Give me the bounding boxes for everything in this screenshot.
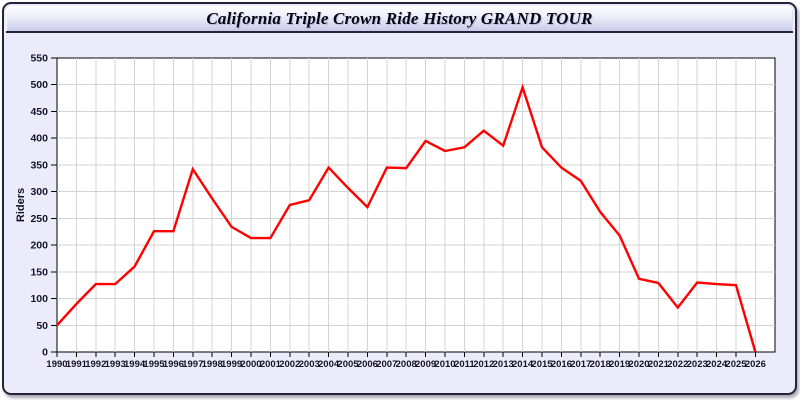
riders-line-series bbox=[56, 83, 757, 353]
x-tick-label: 1996 bbox=[163, 359, 184, 370]
x-tick-label: 2012 bbox=[473, 359, 494, 370]
x-tick-label: 2022 bbox=[667, 359, 688, 370]
x-tick-label: 2017 bbox=[570, 359, 591, 370]
x-tick-label: 2010 bbox=[434, 359, 455, 370]
y-tick-label: 200 bbox=[30, 240, 48, 252]
x-tick-label: 2002 bbox=[279, 359, 300, 370]
x-tick-label: 2013 bbox=[493, 359, 514, 370]
x-tick-label: 2014 bbox=[512, 359, 534, 370]
x-tick-label: 1998 bbox=[202, 359, 223, 370]
x-tick-label: 1995 bbox=[143, 359, 165, 370]
x-tick-label: 2025 bbox=[725, 359, 747, 370]
y-tick-label: 300 bbox=[30, 186, 48, 198]
x-tick-label: 2009 bbox=[415, 359, 436, 370]
x-tick-label: 2026 bbox=[745, 359, 766, 370]
y-tick-label: 400 bbox=[30, 133, 48, 145]
x-tick-label: 2008 bbox=[396, 359, 417, 370]
y-tick-label: 100 bbox=[30, 293, 48, 305]
y-tick-label: 450 bbox=[30, 106, 48, 118]
x-tick-label: 1993 bbox=[105, 359, 126, 370]
title-bar: California Triple Crown Ride History GRA… bbox=[6, 6, 793, 33]
x-tick-label: 2019 bbox=[609, 359, 630, 370]
x-tick-label: 2023 bbox=[687, 359, 708, 370]
x-tick-label: 1991 bbox=[66, 359, 88, 370]
x-tick-label: 1992 bbox=[85, 359, 106, 370]
y-tick-label: 0 bbox=[42, 347, 48, 359]
x-tick-label: 1999 bbox=[221, 359, 242, 370]
y-tick-label: 250 bbox=[30, 213, 48, 225]
x-tick-label: 2003 bbox=[299, 359, 320, 370]
x-tick-label: 2015 bbox=[531, 359, 553, 370]
y-tick-label: 350 bbox=[30, 159, 48, 171]
x-tick-label: 2001 bbox=[260, 359, 282, 370]
x-tick-label: 2020 bbox=[628, 359, 649, 370]
x-tick-label: 2011 bbox=[454, 359, 475, 370]
x-tick-label: 2007 bbox=[376, 359, 397, 370]
x-tick-label: 2000 bbox=[240, 359, 261, 370]
x-tick-label: 1994 bbox=[124, 359, 146, 370]
y-tick-label: 550 bbox=[30, 53, 48, 65]
page-title: California Triple Crown Ride History GRA… bbox=[206, 9, 593, 28]
y-tick-label: 500 bbox=[30, 79, 48, 91]
y-tick-label: 50 bbox=[36, 320, 48, 332]
x-tick-label: 2005 bbox=[337, 359, 359, 370]
y-tick-label: 150 bbox=[30, 266, 48, 278]
x-tick-label: 2018 bbox=[590, 359, 611, 370]
x-tick-label: 1990 bbox=[46, 359, 67, 370]
x-tick-label: 2006 bbox=[357, 359, 378, 370]
y-axis-label: Riders bbox=[15, 188, 27, 222]
x-tick-label: 1997 bbox=[182, 359, 203, 370]
x-tick-label: 2004 bbox=[318, 359, 340, 370]
plot-area bbox=[56, 57, 776, 353]
x-tick-label: 2016 bbox=[551, 359, 572, 370]
x-tick-label: 2024 bbox=[706, 359, 728, 370]
x-tick-label: 2021 bbox=[648, 359, 670, 370]
